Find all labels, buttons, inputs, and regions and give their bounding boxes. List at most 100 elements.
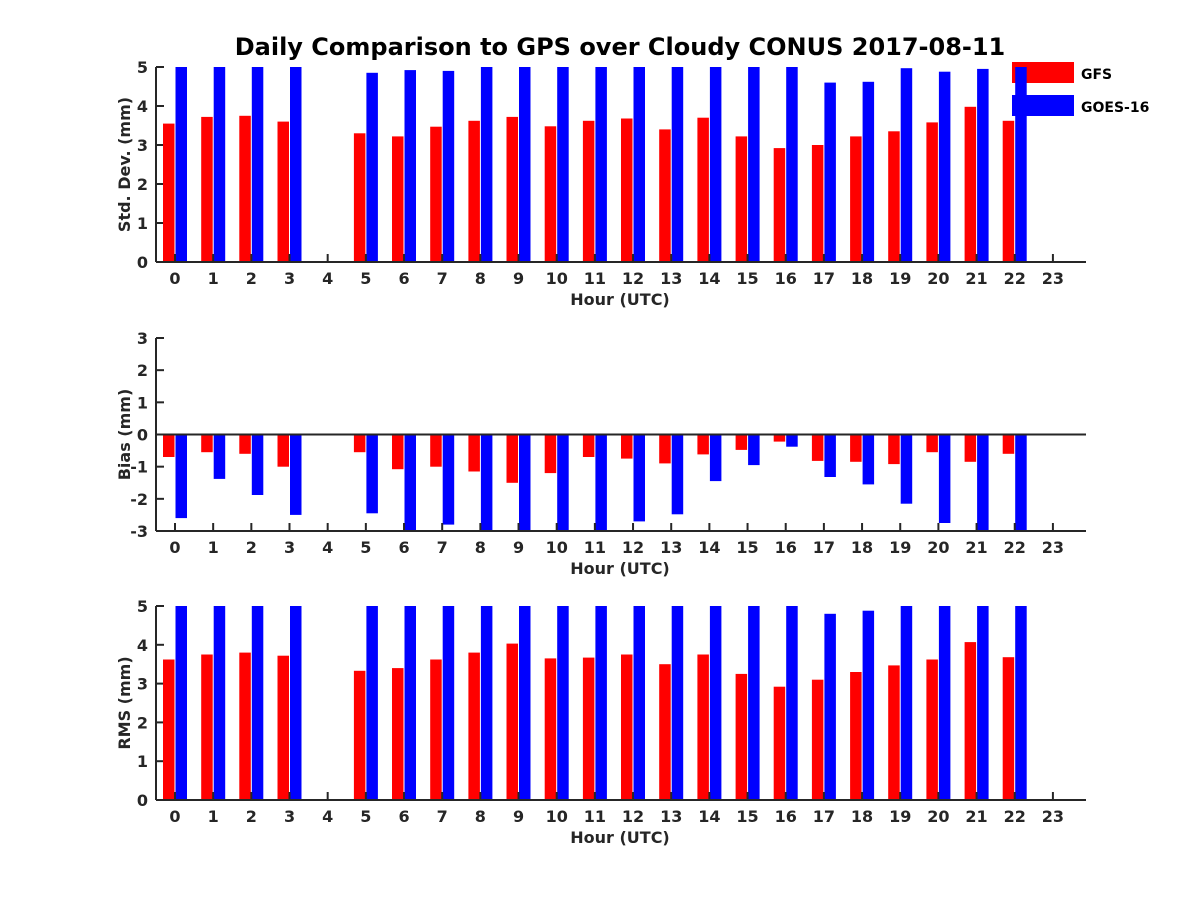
bar-gfs-hour-16 [773, 434, 786, 442]
bar-goes16-hour-21 [977, 68, 989, 263]
bar-gfs-hour-5 [353, 670, 366, 800]
x-tick-label: 13 [660, 538, 682, 557]
x-tick-label: 12 [622, 538, 644, 557]
bar-goes16-hour-16 [786, 67, 798, 262]
y-tick-label: -1 [130, 458, 148, 477]
x-axis-label: Hour (UTC) [570, 559, 670, 578]
bar-goes16-hour-12 [633, 606, 645, 800]
bar-goes16-hour-13 [671, 606, 684, 800]
x-tick-label: 21 [965, 538, 987, 557]
bar-gfs-hour-0 [163, 659, 175, 800]
bar-gfs-hour-1 [201, 434, 213, 453]
bar-goes16-hour-7 [442, 434, 455, 525]
x-tick-label: 17 [813, 538, 835, 557]
x-tick-label: 7 [437, 269, 448, 288]
legend-swatch-gfs [1012, 62, 1074, 83]
bar-goes16-hour-14 [709, 67, 722, 262]
bar-gfs-hour-9 [506, 643, 518, 800]
bar-goes16-hour-7 [442, 70, 455, 263]
bar-goes16-hour-15 [748, 67, 760, 262]
x-tick-label: 1 [208, 807, 219, 826]
bar-goes16-hour-14 [709, 606, 722, 800]
x-tick-label: 9 [513, 807, 524, 826]
bar-goes16-hour-13 [671, 434, 684, 515]
x-tick-label: 8 [475, 269, 486, 288]
bar-gfs-hour-16 [773, 686, 786, 800]
y-tick-label: 1 [137, 393, 148, 412]
bar-gfs-hour-20 [926, 122, 938, 263]
bar-goes16-hour-9 [519, 434, 531, 531]
bar-gfs-hour-22 [1002, 120, 1015, 262]
bar-gfs-hour-17 [811, 145, 824, 262]
bar-gfs-hour-18 [850, 434, 862, 462]
bar-gfs-hour-19 [888, 434, 900, 465]
bar-gfs-hour-5 [353, 133, 366, 262]
bar-goes16-hour-22 [1015, 434, 1027, 531]
bar-goes16-hour-2 [251, 606, 264, 800]
bar-goes16-hour-13 [671, 67, 684, 262]
bar-goes16-hour-14 [709, 434, 722, 482]
bar-gfs-hour-13 [659, 434, 671, 464]
bar-gfs-hour-12 [621, 654, 633, 800]
bar-goes16-hour-3 [290, 606, 302, 800]
bar-goes16-hour-8 [480, 67, 493, 262]
bar-gfs-hour-12 [621, 434, 633, 459]
y-tick-label: 0 [137, 426, 148, 445]
bar-gfs-hour-15 [735, 673, 748, 800]
bar-goes16-hour-11 [595, 434, 607, 531]
x-tick-label: 14 [698, 538, 720, 557]
x-tick-label: 1 [208, 269, 219, 288]
x-tick-label: 16 [775, 807, 797, 826]
bar-gfs-hour-16 [773, 148, 786, 262]
x-tick-label: 23 [1042, 538, 1064, 557]
bar-gfs-hour-9 [506, 434, 518, 483]
bar-goes16-hour-10 [557, 67, 569, 262]
x-tick-label: 12 [622, 269, 644, 288]
bar-goes16-hour-6 [404, 434, 416, 531]
bar-goes16-hour-18 [862, 434, 875, 485]
x-tick-label: 21 [965, 807, 987, 826]
bar-goes16-hour-11 [595, 606, 607, 800]
bar-gfs-hour-13 [659, 664, 671, 800]
x-tick-label: 1 [208, 538, 219, 557]
x-tick-label: 20 [927, 807, 949, 826]
legend: GFS GOES-16 [1012, 62, 1149, 116]
x-tick-label: 23 [1042, 807, 1064, 826]
bar-goes16-hour-19 [900, 606, 913, 800]
bar-gfs-hour-21 [964, 106, 977, 262]
bar-gfs-hour-11 [582, 120, 595, 262]
bar-goes16-hour-8 [480, 434, 493, 531]
x-tick-label: 22 [1004, 807, 1026, 826]
bar-gfs-hour-13 [659, 129, 671, 262]
bar-gfs-hour-6 [392, 668, 404, 800]
bar-goes16-hour-0 [175, 67, 187, 262]
bar-gfs-hour-3 [277, 655, 289, 800]
bar-goes16-hour-5 [366, 434, 378, 514]
bar-goes16-hour-21 [977, 606, 989, 800]
bar-goes16-hour-19 [900, 68, 913, 262]
bar-goes16-hour-18 [862, 610, 875, 800]
bar-gfs-hour-18 [850, 672, 862, 800]
bar-goes16-hour-3 [290, 67, 302, 262]
bar-goes16-hour-21 [977, 434, 989, 531]
bar-gfs-hour-0 [163, 123, 175, 262]
x-tick-label: 0 [169, 538, 180, 557]
x-axis-label: Hour (UTC) [570, 290, 670, 309]
x-tick-label: 10 [546, 538, 568, 557]
y-axis-label: Std. Dev. (mm) [115, 97, 134, 232]
chart-title: Daily Comparison to GPS over Cloudy CONU… [235, 33, 1006, 61]
x-tick-label: 18 [851, 538, 873, 557]
x-tick-label: 13 [660, 807, 682, 826]
bar-goes16-hour-12 [633, 434, 645, 522]
bar-goes16-hour-17 [824, 613, 836, 800]
bar-gfs-hour-21 [964, 434, 977, 462]
bar-gfs-hour-17 [811, 679, 824, 800]
y-tick-label: 2 [137, 361, 148, 380]
bar-gfs-hour-10 [544, 658, 557, 800]
bar-goes16-hour-22 [1015, 67, 1027, 262]
bar-gfs-hour-10 [544, 126, 557, 262]
x-tick-label: 3 [284, 538, 295, 557]
y-tick-label: 5 [137, 597, 148, 616]
